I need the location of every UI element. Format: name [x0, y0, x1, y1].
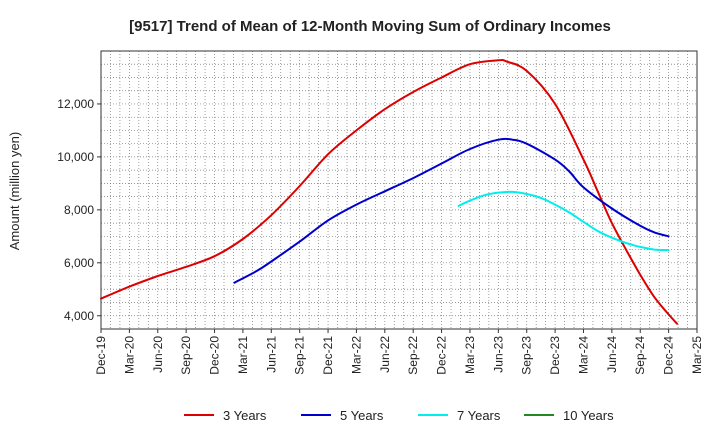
- x-tick-label: Sep-20: [179, 336, 193, 375]
- x-tick-label: Dec-23: [548, 336, 562, 375]
- x-tick-label: Mar-23: [463, 336, 477, 374]
- x-tick-label: Jun-22: [378, 336, 392, 373]
- legend: 3 Years 5 Years 7 Years 10 Years: [184, 408, 614, 423]
- grid: [100, 51, 698, 329]
- plot-area-frame: [100, 50, 698, 330]
- x-tick-label: Jun-23: [491, 336, 505, 373]
- y-tick-label: 10,000: [57, 150, 94, 164]
- x-tick-label: Dec-19: [94, 336, 108, 375]
- x-tick-label: Mar-24: [576, 336, 590, 374]
- x-tick-label: Sep-23: [520, 336, 534, 375]
- chart-title: [9517] Trend of Mean of 12-Month Moving …: [129, 18, 611, 35]
- y-tick-label: 8,000: [64, 203, 94, 217]
- series-group: [100, 59, 679, 325]
- y-tick-label: 12,000: [57, 97, 94, 111]
- legend-label-7-years: 7 Years: [457, 408, 501, 423]
- x-tick-label: Mar-20: [122, 336, 136, 374]
- legend-label-10-years: 10 Years: [563, 408, 614, 423]
- series-line-5-years: [233, 137, 670, 284]
- x-tick-label: Mar-22: [349, 336, 363, 374]
- y-tick-label: 6,000: [64, 256, 94, 270]
- x-tick-label: Jun-24: [605, 336, 619, 373]
- x-tick-label: Dec-22: [435, 336, 449, 375]
- legend-label-3-years: 3 Years: [223, 408, 267, 423]
- x-tick-label: Sep-24: [633, 336, 647, 375]
- x-tick-label: Dec-21: [321, 336, 335, 375]
- x-tick-label: Sep-21: [293, 336, 307, 375]
- y-axis-label: Amount (million yen): [7, 132, 22, 251]
- x-tick-label: Dec-24: [662, 336, 676, 375]
- x-tick-label: Dec-20: [208, 336, 222, 375]
- x-tick-label: Mar-25: [690, 336, 704, 374]
- x-tick-label: Jun-20: [151, 336, 165, 373]
- axes: 4,000 6,000 8,000 10,000 12,000 Dec-19 Mar-20 J…: [57, 97, 704, 375]
- x-tick-label: Sep-22: [406, 336, 420, 375]
- y-tick-label: 4,000: [64, 309, 94, 323]
- legend-label-5-years: 5 Years: [340, 408, 384, 423]
- x-tick-label: Jun-21: [264, 336, 278, 373]
- x-tick-label: Mar-21: [236, 336, 250, 374]
- series-line-3-years: [100, 59, 679, 325]
- series-line-7-years: [457, 190, 670, 252]
